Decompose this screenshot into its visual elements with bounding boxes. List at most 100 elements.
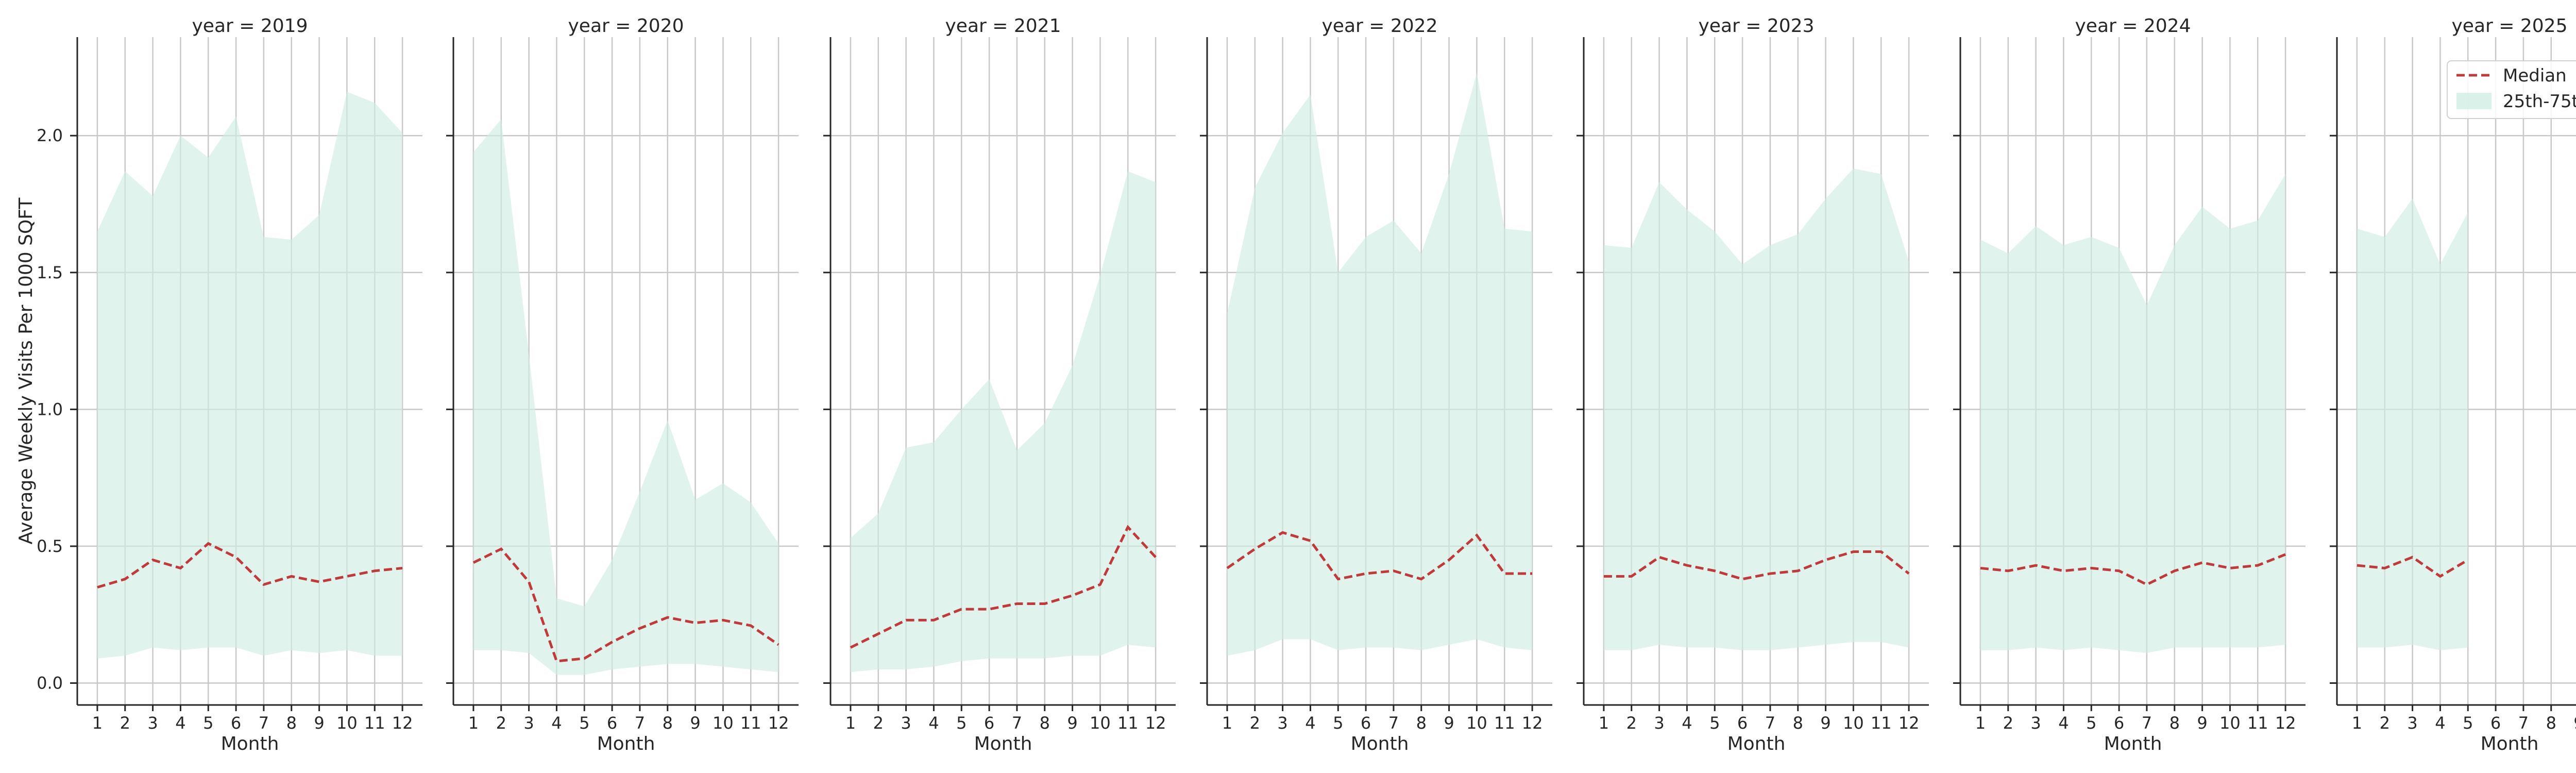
x-tick-label: 8 (1416, 713, 1427, 733)
x-tick-label: 7 (2518, 713, 2529, 733)
x-tick-label: 11 (364, 713, 385, 733)
x-tick-label: 10 (336, 713, 358, 733)
x-tick-label: 3 (1277, 713, 1287, 733)
x-tick-label: 8 (1793, 713, 1803, 733)
x-tick-label: 4 (928, 713, 939, 733)
percentile-band-2 (473, 119, 779, 675)
x-tick-label: 5 (579, 713, 589, 733)
percentile-band-5 (1603, 168, 1909, 650)
x-tick-label: 2 (2380, 713, 2390, 733)
percentile-band-4 (1227, 73, 1533, 656)
y-tick-label: 1.0 (37, 399, 63, 419)
x-tick-label: 12 (768, 713, 789, 733)
x-tick-label: 2 (496, 713, 506, 733)
median-line-3 (850, 525, 1157, 649)
x-axis-label: Month (2104, 733, 2162, 754)
x-tick-label: 8 (1040, 713, 1050, 733)
x-tick-label: 6 (1737, 713, 1748, 733)
x-tick-label: 5 (956, 713, 967, 733)
panel-title: year = 2021 (945, 15, 1061, 37)
percentile-band-1 (97, 92, 403, 659)
x-tick-label: 6 (984, 713, 994, 733)
x-tick-label: 11 (740, 713, 761, 733)
legend-band-label: 25th-75th Percentile (2503, 91, 2576, 112)
legend-band-swatch (2456, 93, 2492, 109)
x-tick-label: 5 (203, 713, 213, 733)
x-tick-label: 7 (635, 713, 645, 733)
x-tick-label: 4 (175, 713, 185, 733)
x-tick-label: 10 (713, 713, 734, 733)
x-tick-label: 1 (845, 713, 856, 733)
x-tick-label: 10 (1843, 713, 1864, 733)
x-tick-label: 11 (1117, 713, 1139, 733)
x-tick-label: 8 (663, 713, 673, 733)
x-tick-label: 12 (1145, 713, 1166, 733)
x-tick-label: 2 (120, 713, 130, 733)
x-axis-label: Month (1351, 733, 1409, 754)
median-line-1 (97, 542, 403, 589)
panel-title: year = 2023 (1699, 15, 1815, 37)
x-axis-label: Month (2481, 733, 2539, 754)
x-tick-label: 2 (2003, 713, 2013, 733)
x-tick-label: 8 (286, 713, 297, 733)
percentile-band-6 (1980, 174, 2286, 653)
x-tick-label: 7 (1388, 713, 1399, 733)
median-line-7 (2357, 556, 2469, 578)
x-tick-label: 1 (1599, 713, 1609, 733)
x-tick-label: 9 (2197, 713, 2207, 733)
percentile-band-7 (2357, 198, 2468, 650)
x-tick-label: 12 (1899, 713, 1920, 733)
x-tick-label: 7 (259, 713, 269, 733)
x-tick-label: 9 (2573, 713, 2576, 733)
x-tick-label: 7 (1765, 713, 1775, 733)
y-tick-label: 0.0 (37, 674, 63, 693)
x-tick-label: 4 (2435, 713, 2445, 733)
median-line-2 (472, 547, 779, 663)
x-tick-label: 7 (2142, 713, 2152, 733)
x-tick-label: 2 (1250, 713, 1260, 733)
median-line-6 (1980, 553, 2286, 586)
x-tick-label: 6 (1361, 713, 1371, 733)
x-tick-label: 12 (392, 713, 413, 733)
y-tick-label: 2.0 (37, 126, 63, 145)
median-line-5 (1603, 550, 1910, 581)
x-tick-label: 1 (1975, 713, 1986, 733)
x-tick-label: 1 (1222, 713, 1232, 733)
x-tick-label: 6 (607, 713, 617, 733)
x-tick-label: 9 (314, 713, 324, 733)
panel-title: year = 2024 (2075, 15, 2191, 37)
panel-title: year = 2019 (192, 15, 308, 37)
x-tick-label: 5 (2086, 713, 2096, 733)
panel-title: year = 2020 (568, 15, 684, 37)
x-axis-label: Month (974, 733, 1032, 754)
x-tick-label: 8 (2170, 713, 2180, 733)
x-tick-label: 3 (2030, 713, 2041, 733)
x-tick-label: 9 (690, 713, 700, 733)
x-tick-label: 11 (1871, 713, 1892, 733)
x-tick-label: 10 (1466, 713, 1487, 733)
x-tick-label: 6 (2114, 713, 2124, 733)
x-axis-label: Month (1727, 733, 1786, 754)
legend: Median 25th-75th Percentile (2447, 60, 2576, 119)
x-tick-label: 1 (92, 713, 103, 733)
x-tick-label: 5 (1333, 713, 1343, 733)
x-tick-label: 6 (2490, 713, 2501, 733)
x-axis-label: Month (597, 733, 655, 754)
x-tick-label: 10 (2219, 713, 2241, 733)
x-tick-label: 2 (873, 713, 884, 733)
panel-title: year = 2025 (2452, 15, 2568, 37)
x-tick-label: 4 (1305, 713, 1315, 733)
x-tick-label: 9 (1444, 713, 1454, 733)
x-tick-label: 10 (1090, 713, 1111, 733)
percentile-band-3 (850, 171, 1156, 673)
x-tick-label: 9 (1067, 713, 1077, 733)
legend-median-label: Median (2503, 65, 2567, 86)
x-tick-label: 3 (147, 713, 158, 733)
